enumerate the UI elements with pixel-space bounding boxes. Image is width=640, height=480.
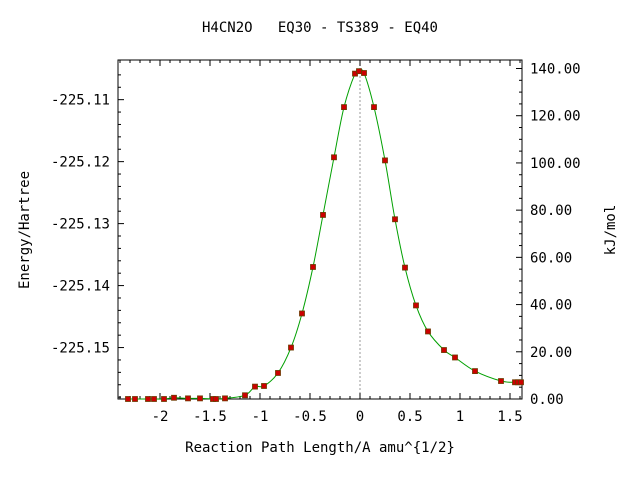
- data-point: [441, 347, 447, 353]
- y2-axis-label: kJ/mol: [603, 205, 619, 256]
- data-point: [125, 396, 131, 402]
- x-tick-label: 0.5: [397, 409, 422, 425]
- chart-title: H4CN2O EQ30 - TS389 - EQ40: [202, 20, 438, 36]
- data-point: [310, 264, 316, 270]
- x-tick-label: -1.5: [193, 409, 227, 425]
- data-point: [402, 264, 408, 271]
- data-point: [132, 396, 138, 402]
- y2-tick-label: 120.00: [530, 109, 581, 125]
- x-axis-label: Reaction Path Length/A amu^{1/2}: [185, 440, 455, 456]
- data-point: [341, 104, 347, 110]
- data-point: [261, 383, 267, 389]
- x-tick-label: 1.5: [497, 409, 522, 425]
- data-point: [185, 395, 191, 402]
- x-tick-label: 1: [456, 409, 464, 425]
- data-point: [371, 104, 377, 110]
- data-point: [151, 396, 157, 402]
- y-tick-label: -225.15: [51, 341, 110, 357]
- energy-curve: [127, 69, 521, 400]
- y2-tick-label: 40.00: [530, 298, 572, 314]
- y-tick-label: -225.12: [51, 155, 110, 171]
- data-point: [299, 310, 305, 317]
- x-tick-label: 0: [356, 409, 364, 425]
- x-tick-label: -0.5: [293, 409, 327, 425]
- data-point: [161, 396, 167, 402]
- data-point: [518, 379, 524, 386]
- y-tick-label: -225.14: [51, 279, 110, 295]
- x-tick-label: -1: [252, 409, 269, 425]
- y2-tick-label: 140.00: [530, 61, 581, 77]
- data-point: [213, 396, 219, 402]
- data-point: [242, 392, 248, 399]
- data-point: [472, 368, 478, 375]
- y2-tick-label: 80.00: [530, 203, 572, 219]
- data-point: [413, 302, 419, 309]
- data-point: [197, 395, 203, 402]
- data-point: [382, 157, 388, 164]
- data-point: [222, 395, 228, 402]
- data-point: [452, 354, 458, 361]
- data-point: [361, 70, 367, 76]
- y-axis-label: Energy/Hartree: [17, 171, 33, 289]
- y-tick-label: -225.11: [51, 93, 110, 109]
- data-point: [425, 328, 431, 335]
- data-point: [320, 212, 326, 218]
- y-tick-label: -225.13: [51, 217, 110, 233]
- data-point: [392, 216, 398, 223]
- y2-tick-label: 100.00: [530, 156, 581, 172]
- x-tick-label: -2: [152, 409, 169, 425]
- y2-tick-label: 0.00: [530, 392, 564, 408]
- data-point: [356, 68, 362, 75]
- data-point: [331, 154, 337, 161]
- data-point: [498, 378, 504, 384]
- data-point: [275, 370, 281, 376]
- data-point: [171, 394, 177, 401]
- y2-tick-label: 20.00: [530, 345, 572, 361]
- data-point: [145, 396, 151, 402]
- data-point: [252, 383, 258, 390]
- y2-tick-label: 60.00: [530, 250, 572, 266]
- data-point: [288, 344, 294, 351]
